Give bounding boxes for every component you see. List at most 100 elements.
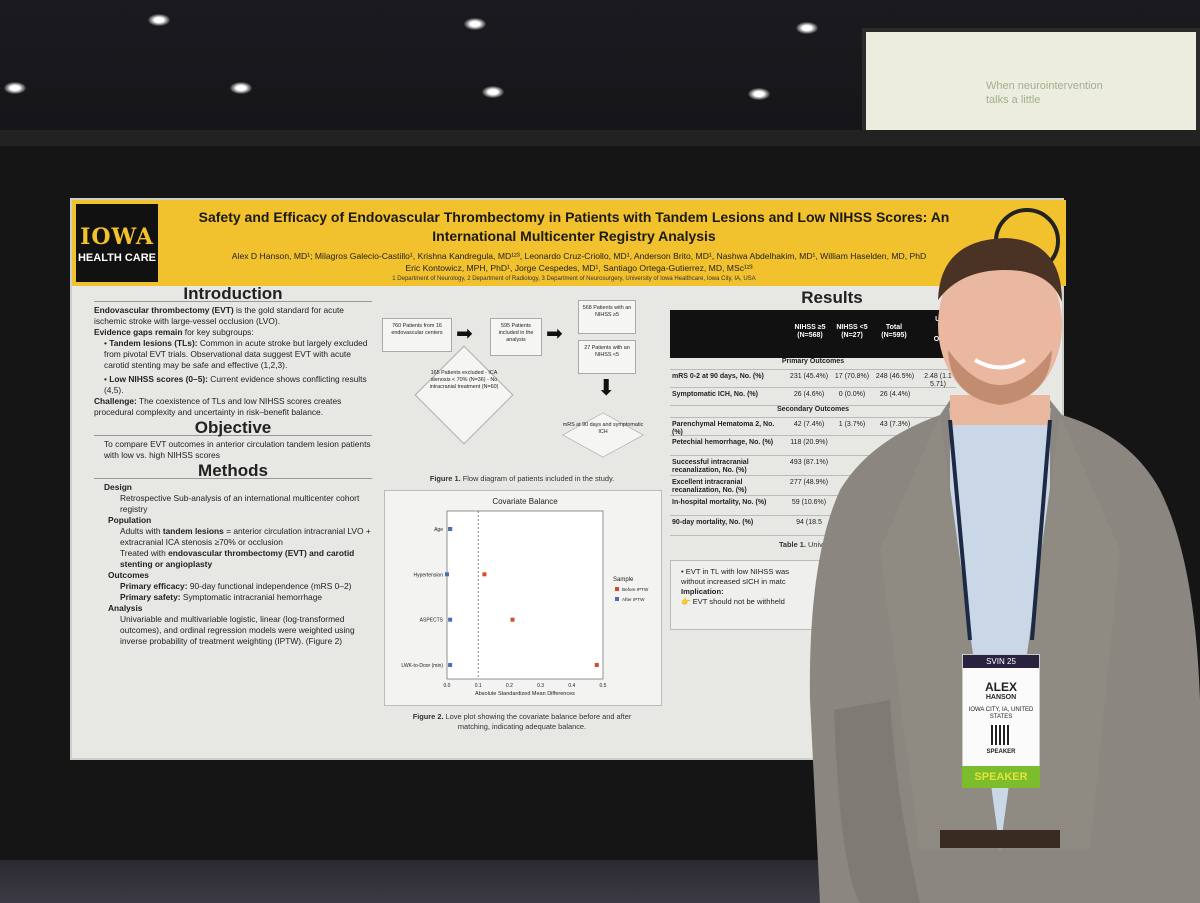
poster-affiliations: 1 Department of Neurology, 2 Department …	[392, 276, 756, 282]
table-row: Parenchymal Hematoma 2, No. (%) 42 (7.4%)…	[670, 418, 956, 436]
poster-authors: Alex D Hanson, MD¹; Milagros Galecio-Cas…	[164, 250, 994, 274]
authors-line-1: Alex D Hanson, MD¹; Milagros Galecio-Cas…	[231, 251, 927, 261]
row-label: Excellent intracranial recanalization, N…	[672, 479, 747, 494]
legend-title: Sample	[613, 577, 634, 583]
table-row: Successful intracranial recanalization, …	[670, 456, 956, 476]
ceiling-light	[464, 18, 486, 30]
love-plot-svg: Covariate Balance Age Hypertension ASPECTS L…	[401, 497, 649, 697]
flow-excluded-text: 165 Patients excluded - ICA stenosis < 7…	[429, 370, 499, 390]
badge-last-name: HANSON	[985, 694, 1017, 701]
flow-box-low-nihss: 27 Patients with an NIHSS <5	[578, 340, 636, 374]
x-axis-label: Absolute Standardized Mean Differences	[475, 691, 575, 697]
row-value: 248 (46.5%)	[875, 373, 915, 380]
plot-title: Covariate Balance	[492, 497, 558, 506]
primary-outcomes-header: Primary Outcomes	[670, 358, 956, 370]
flow-box-all-patients: 760 Patients from 16 endovascular center…	[382, 318, 452, 352]
category-label: Age	[434, 527, 443, 533]
presenter-figure	[809, 238, 1200, 903]
legend-swatch	[615, 597, 619, 601]
x-tick-label: 0.3	[537, 683, 544, 689]
table-row: Symptomatic ICH, No. (%) 26 (4.6%) 0 (0.0%…	[670, 388, 956, 406]
outcome-1: Primary efficacy: 90-day functional inde…	[120, 581, 352, 591]
ceiling-light	[148, 14, 170, 26]
x-tick-label: 0.2	[506, 683, 513, 689]
authors-line-2: Eric Kontowicz, MPH, PhD¹, Jorge Cespede…	[405, 263, 753, 273]
left-column: Introduction Endovascular thrombectomy (…	[94, 285, 372, 647]
ceiling-light	[230, 82, 252, 94]
data-point-0	[594, 663, 599, 667]
population-2: Treated with endovascular thrombectomy (…	[120, 548, 355, 569]
flow-outcome-text: mRS at 90 days and symptomatic ICH	[562, 422, 644, 435]
badge-location: IOWA CITY, IA, UNITED STATES	[968, 707, 1034, 720]
row-value: 59 (10.6%)	[791, 499, 827, 506]
x-tick-label: 0.1	[475, 683, 482, 689]
category-label: Hypertension	[414, 572, 444, 578]
logo-line-1: IOWA	[80, 224, 154, 250]
outcomes-heading: Outcomes	[108, 570, 149, 580]
poster-banner: IOWA HEALTH CARE Safety and Efficacy of …	[72, 200, 1066, 286]
data-point-1	[448, 617, 453, 622]
row-label: mRS 0-2 at 90 days, No. (%)	[672, 373, 764, 380]
row-value: 1 (3.7%)	[838, 421, 866, 428]
table-row: 90-day mortality, No. (%) 94 (18.5	[670, 516, 956, 536]
love-plot: Covariate Balance Age Hypertension ASPECTS L…	[384, 490, 662, 706]
legend-swatch	[615, 587, 619, 591]
objective-text: To compare EVT outcomes in anterior circ…	[104, 439, 371, 460]
methods-heading: Methods	[94, 462, 372, 479]
outcome-2: Primary safety: Symptomatic intracranial…	[120, 592, 323, 602]
analysis-heading: Analysis	[108, 603, 143, 613]
row-label: 90-day mortality, No. (%)	[672, 519, 754, 526]
results-table: NIHSS ≥5 (N=568) NIHSS <5 (N=27) Total (…	[670, 310, 956, 630]
implication-heading: Implication:	[681, 587, 724, 596]
intro-bullet-2: • Low NIHSS scores (0–5): Current eviden…	[104, 374, 367, 395]
logo-line-2: HEALTH CARE	[77, 252, 156, 264]
row-value: 277 (48.9%)	[789, 479, 829, 486]
design-heading: Design	[104, 482, 132, 492]
table-row: In-hospital mortality, No. (%) 59 (10.6%)	[670, 496, 956, 516]
down-arrow-icon: ⬇	[597, 375, 616, 400]
figure-1-caption: Figure 1. Flow diagram of patients inclu…	[429, 474, 615, 483]
table-header: NIHSS ≥5 (N=568) NIHSS <5 (N=27) Total (…	[670, 310, 956, 358]
right-arrow-icon: ➡	[546, 323, 563, 345]
screen-line-1: When neurointervention	[986, 80, 1103, 92]
intro-p2: Evidence gaps remain for key subgroups:	[94, 327, 254, 337]
conclusion-line-1: • EVT in TL with low NIHSS was	[681, 567, 790, 576]
implication-text: 👉 EVT should not be withheld	[681, 597, 785, 606]
category-label: ASPECTS	[420, 618, 444, 624]
col-header-or: OR	[933, 336, 945, 343]
table-row: mRS 0-2 at 90 days, No. (%) 231 (45.4%) 17…	[670, 370, 956, 388]
row-label: In-hospital mortality, No. (%)	[672, 499, 767, 506]
plot-area	[446, 510, 604, 680]
design-text: Retrospective Sub-analysis of an interna…	[120, 493, 360, 514]
col-header-high: NIHSS ≥5 (N=568)	[794, 324, 826, 339]
ceiling-light	[796, 22, 818, 34]
row-label: Symptomatic ICH, No. (%)	[672, 391, 758, 398]
analysis-text: Univariable and multivariable logistic, …	[120, 614, 355, 646]
screen-line-2: talks a little	[986, 94, 1041, 106]
x-tick-label: 0.4	[568, 683, 575, 689]
legend-label: Before IPTW	[622, 587, 649, 592]
row-value: 231 (45.4%)	[789, 373, 829, 380]
category-label: LWK-to-Door (min)	[401, 663, 443, 669]
intro-challenge: Challenge: The coexistence of TLs and lo…	[94, 396, 342, 417]
x-tick-label: 0.0	[444, 683, 451, 689]
x-tick-label: 0.5	[600, 683, 607, 689]
col-header-low: NIHSS <5 (N=27)	[836, 324, 868, 339]
results-heading: Results	[801, 288, 863, 307]
row-value: 17 (70.8%)	[834, 373, 870, 380]
presenter: SVIN 25 ALEX HANSON IOWA CITY, IA, UNITE…	[800, 230, 1200, 903]
row-value: 493 (87.1%)	[789, 459, 829, 466]
iowa-health-care-logo: IOWA HEALTH CARE	[76, 204, 158, 282]
ceiling-light	[4, 82, 26, 94]
data-point-1	[448, 663, 453, 667]
flow-box-high-nihss: 568 Patients with an NIHSS ≥5	[578, 300, 636, 334]
row-value: 26 (4.6%)	[793, 391, 825, 398]
row-value: 26 (4.4%)	[879, 391, 911, 398]
row-value: 118 (20.9%)	[790, 439, 828, 446]
col-header-total: Total (N=595)	[881, 324, 907, 339]
population-heading: Population	[108, 515, 152, 525]
intro-heading: Introduction	[94, 285, 372, 302]
row-value: 43 (7.3%)	[879, 421, 911, 428]
row-label: Successful intracranial recanalization, …	[672, 459, 749, 474]
